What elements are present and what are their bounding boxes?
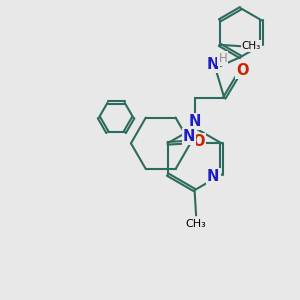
Text: N: N — [207, 169, 220, 184]
Text: O: O — [236, 63, 248, 78]
Text: CH₃: CH₃ — [242, 41, 261, 51]
Text: O: O — [192, 134, 205, 149]
Text: N: N — [183, 129, 195, 144]
Text: N: N — [189, 114, 201, 129]
Text: N: N — [207, 57, 219, 72]
Text: H: H — [218, 52, 227, 65]
Text: CH₃: CH₃ — [186, 219, 206, 229]
